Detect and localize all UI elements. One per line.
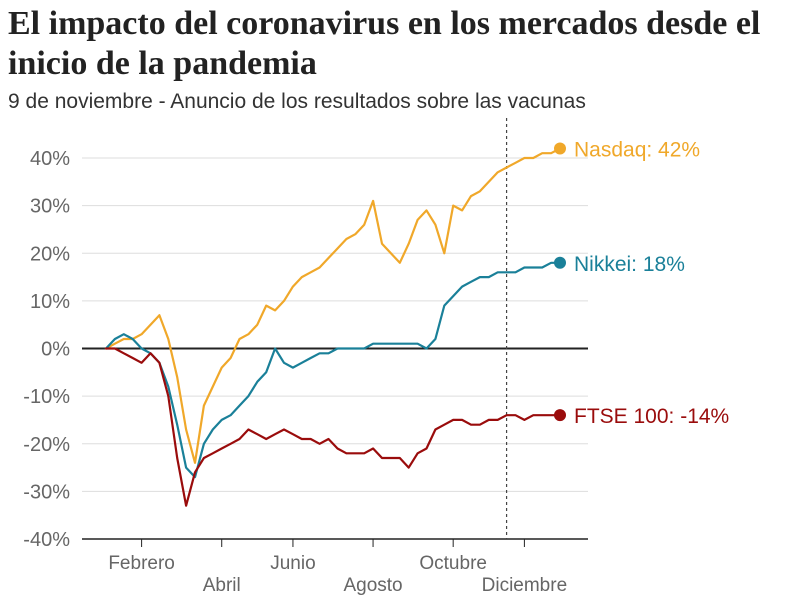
y-tick-label: -20%: [23, 434, 70, 456]
x-tick-label: Febrero: [108, 553, 175, 574]
y-tick-label: 20%: [30, 243, 70, 265]
x-tick-label: Octubre: [419, 553, 487, 574]
y-tick-label: -30%: [23, 481, 70, 503]
series-end-label: Nikkei: 18%: [574, 253, 685, 276]
x-tick-label: Diciembre: [482, 575, 568, 596]
y-tick-label: 10%: [30, 291, 70, 313]
y-tick-label: -10%: [23, 386, 70, 408]
x-tick-label: Agosto: [343, 575, 402, 596]
series-line-ftse-100: [104, 347, 562, 507]
series-end-label: FTSE 100: -14%: [574, 405, 729, 428]
chart-title: El impacto del coronavirus en los mercad…: [8, 5, 761, 82]
series-end-dot: [554, 142, 566, 155]
series-end-label: Nasdaq: 42%: [574, 138, 700, 161]
chart-subtitle: 9 de noviembre - Anuncio de los resultad…: [8, 90, 586, 113]
series-lines: [104, 147, 562, 507]
end-labels: Nasdaq: 42% Nikkei: 18% FTSE 100: -14%: [554, 138, 729, 428]
y-tick-label: -40%: [23, 529, 70, 551]
y-axis-labels: 40% 30% 20% 10% 0% -10% -20% -30% -40%: [23, 148, 70, 551]
series-line-nikkei: [104, 261, 562, 479]
y-tick-label: 40%: [30, 148, 70, 170]
x-tick-label: Junio: [270, 553, 315, 574]
series-end-dot: [554, 409, 566, 422]
series-line-nasdaq: [104, 147, 562, 464]
series-end-dot: [554, 256, 566, 269]
gridlines: [82, 157, 588, 540]
y-tick-label: 30%: [30, 196, 70, 218]
x-tick-label: Abril: [203, 575, 241, 596]
y-tick-label: 0%: [41, 339, 70, 361]
